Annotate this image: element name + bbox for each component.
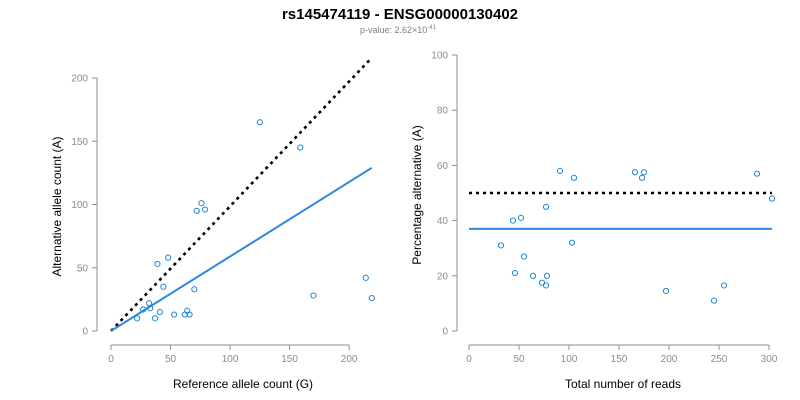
right-x-tick-label: 250 [711, 354, 728, 365]
right-data-point [542, 203, 550, 210]
left-fit-line [110, 166, 373, 332]
left-data-point [193, 207, 200, 214]
left-data-point [151, 315, 159, 322]
right-data-point [543, 272, 551, 279]
right-data-point [529, 272, 537, 279]
left-panel-allele-counts: 0 50 100 150 200 0 50 100 150 200 Reference allele… [50, 56, 375, 391]
right-x-tick-label: 200 [661, 354, 678, 365]
right-data-point [710, 297, 718, 304]
subtitle-prefix: p-value: 2.62×10 [360, 25, 427, 35]
left-data-point [191, 286, 198, 293]
right-data-point [720, 282, 728, 289]
left-data-point [198, 200, 205, 207]
left-y-tick-label: 100 [71, 200, 88, 211]
right-x-tick-label: 300 [761, 354, 778, 365]
right-data-point [570, 174, 578, 181]
right-data-point [631, 169, 639, 176]
right-x-axis-label: Total number of reads [565, 377, 681, 391]
left-data-point [154, 260, 161, 268]
right-data-point [768, 195, 776, 202]
left-x-tick-label: 200 [341, 354, 358, 365]
right-x-tick-label: 0 [466, 354, 472, 365]
right-data-point [638, 174, 646, 181]
left-data-point [297, 144, 304, 151]
left-data-point [310, 292, 317, 299]
subtitle-exponent: -41 [427, 25, 436, 31]
right-data-point [640, 169, 648, 176]
chart-title: rs145474119 - ENSG00000130402 [282, 6, 518, 23]
right-panel-percentage-alternative: 0 50 100 150 200 250 300 0 20 40 60 80 100 Total numb… [410, 51, 778, 392]
left-data-point [140, 306, 147, 313]
right-data-point [753, 170, 761, 177]
left-y-tick-label: 200 [71, 74, 88, 85]
left-x-tick-label: 0 [108, 354, 114, 365]
right-data-point [509, 217, 517, 224]
right-data-point [497, 242, 505, 249]
right-y-axis-label: Percentage alternative (A) [410, 125, 424, 264]
left-y-axis-label: Alternative allele count (A) [50, 136, 64, 276]
right-data-point [542, 282, 550, 289]
right-y-tick-label: 20 [437, 271, 449, 282]
left-data-point [256, 119, 263, 126]
right-y-tick-label: 100 [431, 51, 448, 62]
left-data-point [134, 315, 141, 322]
left-x-axis-label: Reference allele count (G) [173, 377, 313, 391]
chart-subtitle: p-value: 2.62×10-41 [360, 25, 437, 35]
right-data-point [662, 287, 670, 295]
right-data-point [517, 214, 525, 221]
right-y-tick-label: 0 [442, 327, 448, 338]
left-y-tick-label: 50 [77, 263, 89, 274]
left-reference-line [110, 56, 373, 332]
left-x-tick-label: 100 [222, 354, 239, 365]
right-y-tick-label: 60 [437, 161, 449, 172]
left-data-point [147, 305, 154, 312]
left-data-point [201, 206, 209, 213]
right-y-tick-label: 40 [437, 216, 449, 227]
right-y-tick-label: 80 [437, 106, 449, 117]
right-x-tick-label: 150 [611, 354, 628, 365]
right-x-tick-label: 50 [513, 354, 525, 365]
left-data-point [186, 311, 193, 318]
right-data-point [556, 167, 564, 175]
left-x-tick-label: 50 [165, 354, 177, 365]
right-data-point [520, 253, 528, 260]
right-data-point [511, 269, 519, 277]
left-y-tick-label: 150 [71, 137, 88, 148]
left-x-tick-label: 150 [281, 354, 298, 365]
right-x-tick-label: 100 [561, 354, 578, 365]
left-data-point [165, 254, 172, 261]
left-y-tick-label: 0 [82, 327, 88, 338]
left-data-point [171, 311, 178, 318]
right-data-point [568, 239, 576, 246]
left-data-point [156, 308, 163, 316]
left-data-point [160, 283, 167, 290]
left-data-point [368, 295, 375, 302]
left-data-point [146, 300, 153, 307]
left-data-point [362, 274, 369, 281]
